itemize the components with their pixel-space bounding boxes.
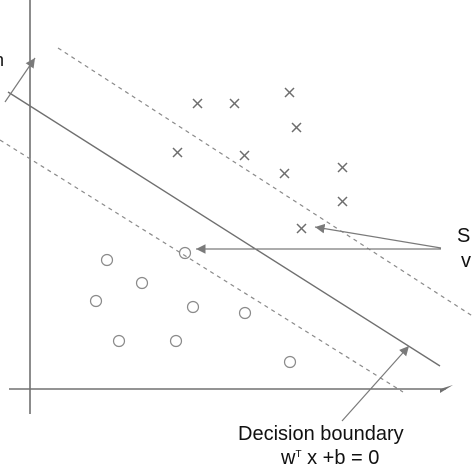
negative-class-markers bbox=[89, 246, 297, 369]
equation-rest: x +b = 0 bbox=[301, 447, 380, 469]
left-edge-label: n bbox=[0, 51, 4, 69]
x-mark-icon bbox=[337, 196, 348, 207]
positive-class-markers bbox=[172, 87, 348, 234]
support-vector-circle-marker-icon bbox=[178, 246, 192, 260]
circle-marker-icon bbox=[89, 294, 103, 308]
support-vectors-label-line-2: v bbox=[461, 250, 471, 272]
circle-marker-icon bbox=[238, 306, 252, 320]
circle-marker-icon bbox=[112, 334, 126, 348]
normal-vector-arrow bbox=[4, 57, 36, 103]
x-mark-icon bbox=[279, 168, 290, 179]
circle-marker-icon bbox=[283, 355, 297, 369]
circle-marker-icon bbox=[135, 276, 149, 290]
x-mark-icon bbox=[337, 162, 348, 173]
decision-boundary-equation: wT x +b = 0 bbox=[281, 448, 379, 468]
equation-transpose-superscript: T bbox=[295, 449, 302, 460]
decision-boundary-line bbox=[7, 91, 441, 367]
x-mark-icon bbox=[291, 122, 302, 133]
circle-marker-icon bbox=[186, 300, 200, 314]
decision-boundary-label: Decision boundary bbox=[238, 423, 404, 445]
decision-boundary-pointer bbox=[341, 345, 410, 422]
support-vector-arrow-upper bbox=[314, 223, 442, 249]
upper-margin-line bbox=[57, 47, 474, 318]
x-mark-icon bbox=[192, 98, 203, 109]
x-mark-icon bbox=[284, 87, 295, 98]
circle-marker-icon bbox=[169, 334, 183, 348]
x-mark-icon bbox=[239, 150, 250, 161]
x-mark-icon bbox=[172, 147, 183, 158]
x-mark-icon bbox=[229, 98, 240, 109]
support-vector-x-mark-icon bbox=[296, 223, 307, 234]
equation-w: w bbox=[281, 447, 296, 469]
x-axis-arrowhead bbox=[440, 385, 453, 393]
lower-margin-line bbox=[0, 139, 404, 393]
support-vectors-label-line-1: S bbox=[457, 225, 471, 247]
circle-marker-icon bbox=[100, 253, 114, 267]
